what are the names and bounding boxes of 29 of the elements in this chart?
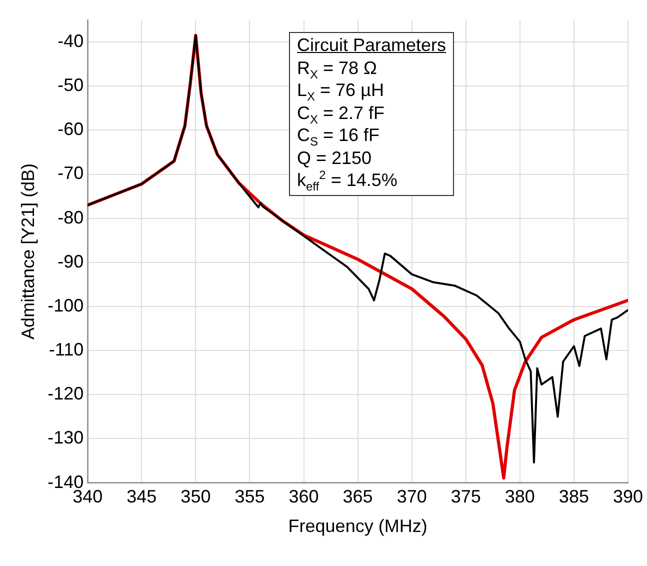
y-tick-label: -70 xyxy=(58,163,84,184)
y-tick-label: -120 xyxy=(48,384,84,404)
y-tick-label: -50 xyxy=(58,75,84,96)
y-tick-label: -100 xyxy=(48,295,84,316)
x-tick-label: 375 xyxy=(450,486,481,507)
y-tick-label: -90 xyxy=(58,251,84,272)
annotation: R$_{X}$ = 78 Ω xyxy=(297,56,378,82)
annotation: L$_{X}$ = 76 µH xyxy=(297,80,384,104)
x-tick-label: 360 xyxy=(288,486,319,507)
annotation: k$_{eff}$$^{2}$ = 14.5% xyxy=(297,168,398,194)
annotation: Circuit Parameters xyxy=(297,34,446,56)
x-tick-label: 385 xyxy=(558,486,589,507)
y-tick-label: -40 xyxy=(58,31,84,52)
y-tick-label: -110 xyxy=(48,340,84,360)
annotation: Q = 2150 xyxy=(297,146,373,169)
annotation: C$_{X}$ = 2.7 fF xyxy=(297,102,386,126)
x-tick-label: 365 xyxy=(342,486,373,507)
y-tick-label: -130 xyxy=(48,428,84,448)
y-axis-title: Admittance [Y21] (dB) xyxy=(18,163,38,340)
y-tick-label: -80 xyxy=(58,207,84,228)
x-axis-title: Frequency (MHz) xyxy=(288,516,428,536)
x-tick-label: 380 xyxy=(504,486,535,507)
annotation: C$_{S}$ = 16 fF xyxy=(297,124,381,149)
x-tick-label: 390 xyxy=(612,486,644,507)
x-tick-label: 370 xyxy=(396,486,427,507)
x-tick-label: 355 xyxy=(234,486,265,507)
x-tick-label: 345 xyxy=(126,486,157,507)
y-tick-label: -60 xyxy=(58,119,84,140)
x-tick-label: 350 xyxy=(180,486,211,507)
